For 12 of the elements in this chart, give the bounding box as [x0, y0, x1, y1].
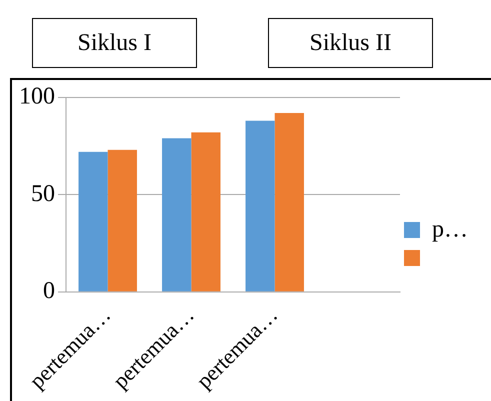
- legend-label: p…: [432, 216, 468, 242]
- bar: [246, 120, 275, 292]
- text: Siklus II: [268, 18, 433, 68]
- bar: [78, 152, 108, 292]
- bar: [274, 112, 304, 292]
- text: Siklus I: [32, 18, 197, 68]
- y-tick-label: 0: [43, 278, 55, 304]
- y-tick-label: 100: [19, 84, 55, 110]
- bar: [162, 138, 192, 292]
- bar: [108, 150, 137, 292]
- bar: [191, 132, 220, 292]
- y-tick-label: 50: [31, 180, 55, 207]
